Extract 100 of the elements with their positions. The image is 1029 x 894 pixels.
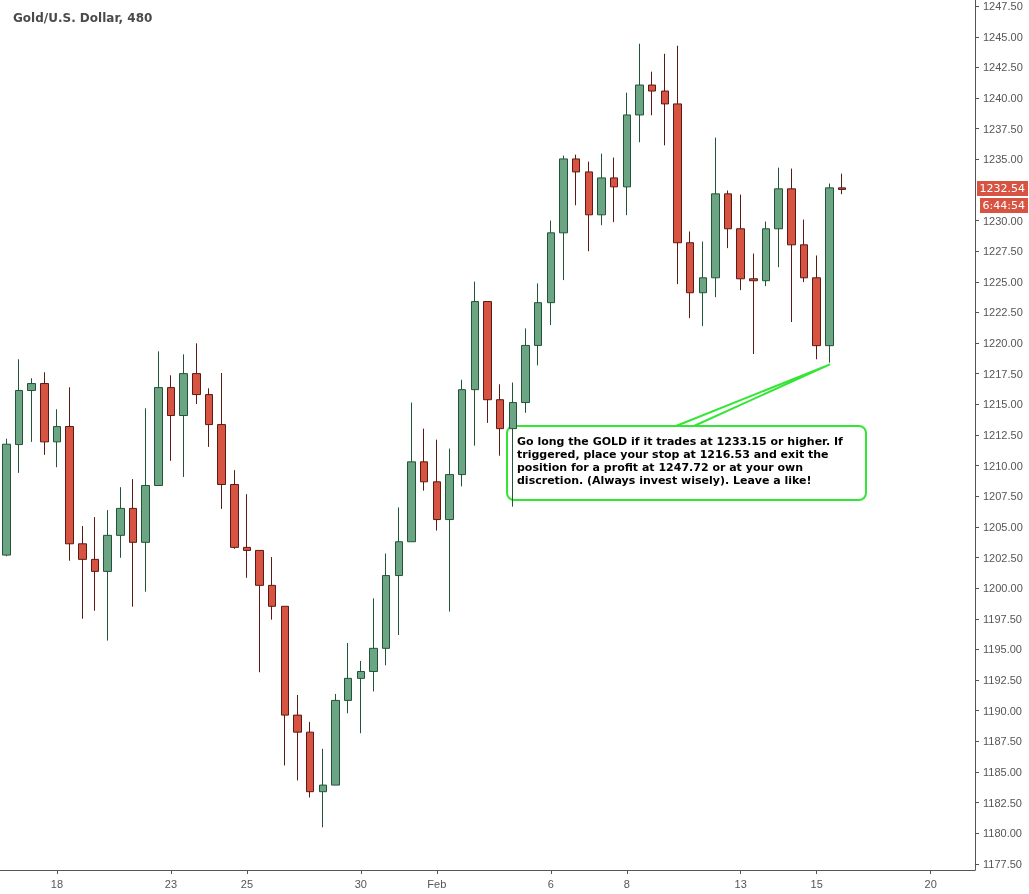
candlestick: [382, 552, 390, 666]
candlestick: [331, 693, 340, 786]
candlestick: [116, 486, 125, 559]
y-tick-label: 1235.00: [983, 153, 1023, 166]
candlestick: [217, 372, 226, 510]
candlestick: [509, 382, 517, 508]
y-tick-label: 1192.50: [983, 674, 1022, 687]
candlestick: [749, 253, 758, 355]
annotation: Go long the GOLD if it trades at 1233.15 or higher. If triggered, place your stop at 1216.53 and exit the position for a profit at 1247.72 or at your own discretion. (Always invest wisely). Leave a like!: [506, 425, 867, 501]
candlestick: [27, 377, 36, 443]
candlestick: [623, 92, 631, 216]
x-tick-label: 30: [354, 877, 367, 890]
y-tick-label: 1230.00: [983, 214, 1023, 227]
candlestick: [724, 190, 732, 249]
candlestick: [103, 509, 112, 642]
candlestick: [838, 173, 846, 195]
candlestick: [53, 408, 61, 468]
candlestick: [319, 748, 327, 828]
y-tick-label: 1242.50: [983, 61, 1023, 74]
x-tick-label: 25: [240, 877, 254, 890]
candlestick: [825, 183, 834, 364]
candlestick: [395, 506, 403, 636]
candlestick: [800, 219, 808, 283]
candlestick: [547, 220, 555, 326]
candlestick: [154, 350, 163, 486]
y-tick-label: 1220.00: [983, 337, 1023, 350]
text: Gold/U.S. Dollar, 480: [13, 11, 153, 25]
y-tick-label: 1195.00: [983, 643, 1022, 656]
candlestick: [243, 493, 251, 579]
x-tick-label: 23: [164, 877, 178, 890]
y-tick-label: 1205.00: [983, 520, 1023, 533]
candlestick: [635, 43, 644, 143]
y-tick-label: 1240.00: [983, 92, 1023, 105]
x-tick-label: 13: [734, 877, 747, 890]
candlestick: [344, 642, 352, 714]
candlestick: [281, 605, 289, 766]
x-tick-label: 6: [547, 877, 554, 890]
candlestick: [483, 301, 492, 424]
candlestick: [357, 660, 365, 734]
y-tick-label: 1217.50: [983, 367, 1023, 380]
candlestick: [496, 383, 504, 457]
candlestick: [445, 448, 454, 613]
y-tick-label: 1197.50: [983, 612, 1022, 625]
candlestick: [521, 327, 530, 414]
candlestick: [673, 45, 682, 285]
y-tick-label: 1222.50: [983, 306, 1023, 319]
x-tick-label: Feb: [427, 877, 447, 890]
candlestick: [255, 549, 264, 673]
y-tick-label: 1177.50: [983, 857, 1022, 870]
candlestick: [762, 221, 770, 287]
y-tick-label: 1247.50: [983, 0, 1023, 13]
y-tick-label: 1210.00: [983, 459, 1023, 472]
y-tick-label: 1225.00: [983, 275, 1023, 288]
x-tick-label: 8: [623, 877, 630, 890]
candlestick: [559, 155, 568, 281]
candlestick: [407, 402, 416, 543]
candlestick: [774, 167, 783, 268]
candlestick: [268, 556, 276, 621]
candlestick: [585, 161, 593, 252]
y-tick-label: 1215.00: [983, 398, 1023, 411]
text: 1232.54: [976, 181, 1028, 197]
candlestick: [167, 374, 175, 462]
candlestick: [686, 230, 694, 319]
y-tick-label: 1200.00: [983, 582, 1023, 595]
candlestick: [141, 407, 150, 593]
candlestick: [471, 281, 479, 447]
x-tick-label: 20: [924, 877, 937, 890]
candlestick: [40, 371, 49, 456]
candlestick: [293, 694, 302, 781]
candlestick: [205, 387, 213, 448]
candlestick: [2, 438, 11, 557]
candlestick: [534, 282, 542, 366]
y-tick-label: 1190.00: [983, 704, 1022, 717]
y-tick-label: 1212.50: [983, 429, 1023, 441]
candlestick: [91, 516, 99, 612]
candlestick: [597, 153, 606, 226]
y-tick-label: 1185.00: [983, 765, 1022, 778]
y-tick-label: 1202.50: [983, 551, 1023, 564]
candlestick: [78, 525, 87, 620]
candlestick: [458, 379, 466, 487]
candlestick: [812, 254, 821, 360]
candlestick: [369, 597, 378, 692]
y-tick-label: 1227.50: [983, 245, 1023, 258]
y-tick-label: 1187.50: [983, 735, 1022, 748]
candlestick: [610, 157, 618, 223]
candlestick: [572, 154, 580, 206]
candlestick: [15, 358, 23, 474]
candlestick: [230, 469, 239, 550]
x-tick-label: 15: [810, 877, 823, 890]
candlestick: [306, 721, 314, 798]
candlestick: [699, 241, 707, 327]
y-tick-label: 1245.00: [983, 30, 1023, 43]
y-tick-label: 1207.50: [983, 490, 1023, 503]
text: 6:44:54: [979, 198, 1028, 214]
candlestick: [648, 71, 656, 116]
candlestick: [433, 439, 441, 532]
y-tick-label: 1182.50: [983, 796, 1022, 809]
candlestick: [179, 353, 188, 478]
candlestick: [736, 194, 745, 291]
candlestick: [787, 168, 796, 323]
